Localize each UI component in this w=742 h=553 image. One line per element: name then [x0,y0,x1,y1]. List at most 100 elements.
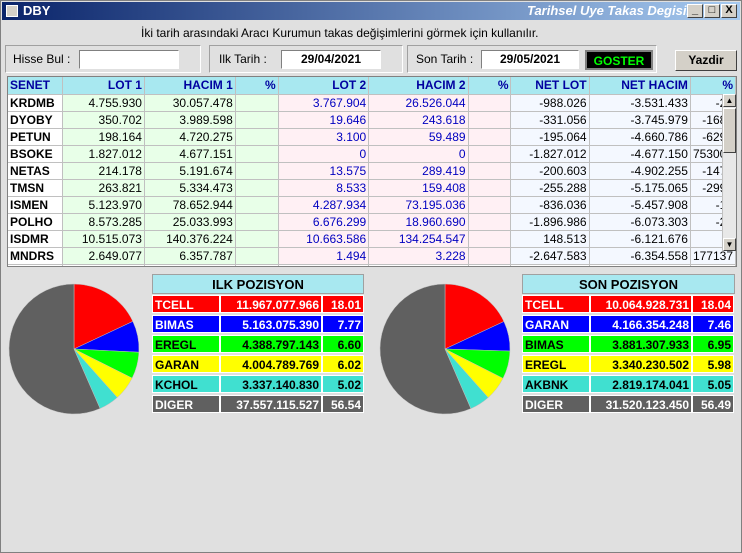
table-cell[interactable]: 350.702 [62,111,145,129]
table-cell[interactable] [235,230,279,248]
table-cell[interactable]: 3.767.904 [278,94,370,112]
table-cell[interactable]: -1.896.986 [510,213,590,231]
table-cell[interactable]: -5.175.065 [589,179,691,197]
table-cell[interactable]: MNDRS [8,247,64,265]
table-cell[interactable]: 18.960.690 [368,213,469,231]
table-cell[interactable]: -6.354.558 [589,247,691,265]
table-cell[interactable] [235,145,279,163]
table-cell[interactable]: 10.515.073 [62,230,145,248]
grid-header-cell[interactable]: NET LOT [510,77,590,95]
table-cell[interactable] [468,179,512,197]
grid-header-cell[interactable]: LOT 2 [278,77,370,95]
table-row[interactable]: POLHO 8.573.285 25.033.993 6.676.299 18.960.… [8,213,736,231]
table-cell[interactable]: 159.408 [368,179,469,197]
table-row[interactable]: PETUN 198.164 4.720.275 3.100 59.489 -195.064… [8,128,736,146]
table-cell[interactable] [235,179,279,197]
table-cell[interactable]: POLHO [8,213,64,231]
table-cell[interactable]: -4.902.255 [589,162,691,180]
table-cell[interactable]: -195.064 [510,128,590,146]
table-cell[interactable]: 13.575 [278,162,370,180]
table-cell[interactable]: 5.123.970 [62,196,145,214]
table-row[interactable]: KRDMB 4.755.930 30.057.478 3.767.904 26.526.… [8,94,736,112]
table-row[interactable]: ISMEN 5.123.970 78.652.944 4.287.934 73.195.… [8,196,736,214]
table-cell[interactable]: -331.056 [510,111,590,129]
table-cell[interactable]: 26.526.044 [368,94,469,112]
table-cell[interactable] [235,247,279,265]
table-cell[interactable]: 263.821 [62,179,145,197]
table-cell[interactable]: -6.121.676 [589,230,691,248]
table-cell[interactable]: -6.073.303 [589,213,691,231]
scroll-down-icon[interactable]: ▼ [723,238,736,251]
table-cell[interactable]: 198.164 [62,128,145,146]
table-cell[interactable]: 6.676.299 [278,213,370,231]
close-button[interactable]: X [721,4,737,18]
table-cell[interactable]: 4.287.934 [278,196,370,214]
table-cell[interactable] [468,94,512,112]
table-row[interactable]: NETAS 214.178 5.191.674 13.575 289.419 -200.6… [8,162,736,180]
table-cell[interactable]: 289.419 [368,162,469,180]
table-row[interactable]: BSOKE 1.827.012 4.677.151 0 0 -1.827.012 -4.67… [8,145,736,163]
table-cell[interactable]: 1.494 [278,247,370,265]
table-cell[interactable]: 3.228 [368,247,469,265]
start-date-field[interactable]: 29/04/2021 [281,50,381,69]
table-row[interactable]: ISDMR 10.515.073 140.376.224 10.663.586 134.… [8,230,736,248]
scroll-up-icon[interactable]: ▲ [723,94,736,107]
table-cell[interactable] [468,196,512,214]
table-cell[interactable]: 214.178 [62,162,145,180]
table-cell[interactable]: -4.660.786 [589,128,691,146]
show-button[interactable]: GOSTER [585,50,653,70]
table-cell[interactable] [235,111,279,129]
table-cell[interactable]: 3.100 [278,128,370,146]
table-cell[interactable]: -836.036 [510,196,590,214]
table-cell[interactable]: 59.489 [368,128,469,146]
table-cell[interactable] [468,162,512,180]
table-cell[interactable] [468,128,512,146]
grid-header-cell[interactable]: % [235,77,279,95]
table-cell[interactable]: 0 [368,145,469,163]
table-cell[interactable]: 6.357.787 [144,247,236,265]
table-cell[interactable]: 140.376.224 [144,230,236,248]
table-cell[interactable] [468,145,512,163]
table-cell[interactable]: -2.647.583 [510,247,590,265]
table-cell[interactable]: 134.254.547 [368,230,469,248]
table-cell[interactable]: 5.191.674 [144,162,236,180]
grid-header-cell[interactable]: HACIM 1 [144,77,236,95]
table-cell[interactable] [468,111,512,129]
table-cell[interactable] [235,213,279,231]
table-cell[interactable]: 4.677.151 [144,145,236,163]
title-bar[interactable]: DBY Tarihsel Uye Takas Degisim _ □ X [2,2,740,20]
table-cell[interactable]: -5.457.908 [589,196,691,214]
grid-header-cell[interactable]: SENET [8,77,64,95]
table-cell[interactable]: 10.663.586 [278,230,370,248]
table-cell[interactable] [235,128,279,146]
table-cell[interactable]: -3.745.979 [589,111,691,129]
table-cell[interactable]: -4.677.150 [589,145,691,163]
table-cell[interactable]: 8.533 [278,179,370,197]
table-row[interactable]: MNDRS 2.649.077 6.357.787 1.494 3.228 -2.647.… [8,247,736,265]
table-cell[interactable]: 4.720.275 [144,128,236,146]
table-cell[interactable]: 2.649.077 [62,247,145,265]
table-cell[interactable]: 78.652.944 [144,196,236,214]
scroll-thumb[interactable] [723,108,736,153]
grid-scrollbar[interactable]: ▲ ▼ [722,94,736,251]
grid-header-cell[interactable]: LOT 1 [62,77,145,95]
grid-header-cell[interactable]: HACIM 2 [368,77,469,95]
table-row[interactable]: TMSN 263.821 5.334.473 8.533 159.408 -255.288… [8,179,736,197]
minimize-button[interactable]: _ [687,4,703,18]
table-cell[interactable]: NETAS [8,162,64,180]
table-cell[interactable]: 5.334.473 [144,179,236,197]
table-cell[interactable]: TMSN [8,179,64,197]
grid-header-cell[interactable]: % [468,77,512,95]
table-cell[interactable]: 30.057.478 [144,94,236,112]
table-cell[interactable] [235,162,279,180]
table-cell[interactable]: -3.531.433 [589,94,691,112]
table-cell[interactable]: ISMEN [8,196,64,214]
table-cell[interactable]: 243.618 [368,111,469,129]
table-cell[interactable] [468,230,512,248]
table-cell[interactable] [468,213,512,231]
table-cell[interactable]: BSOKE [8,145,64,163]
table-cell[interactable]: ISDMR [8,230,64,248]
table-cell[interactable]: -988.026 [510,94,590,112]
print-button[interactable]: Yazdir [675,50,737,71]
search-input[interactable] [79,50,179,69]
